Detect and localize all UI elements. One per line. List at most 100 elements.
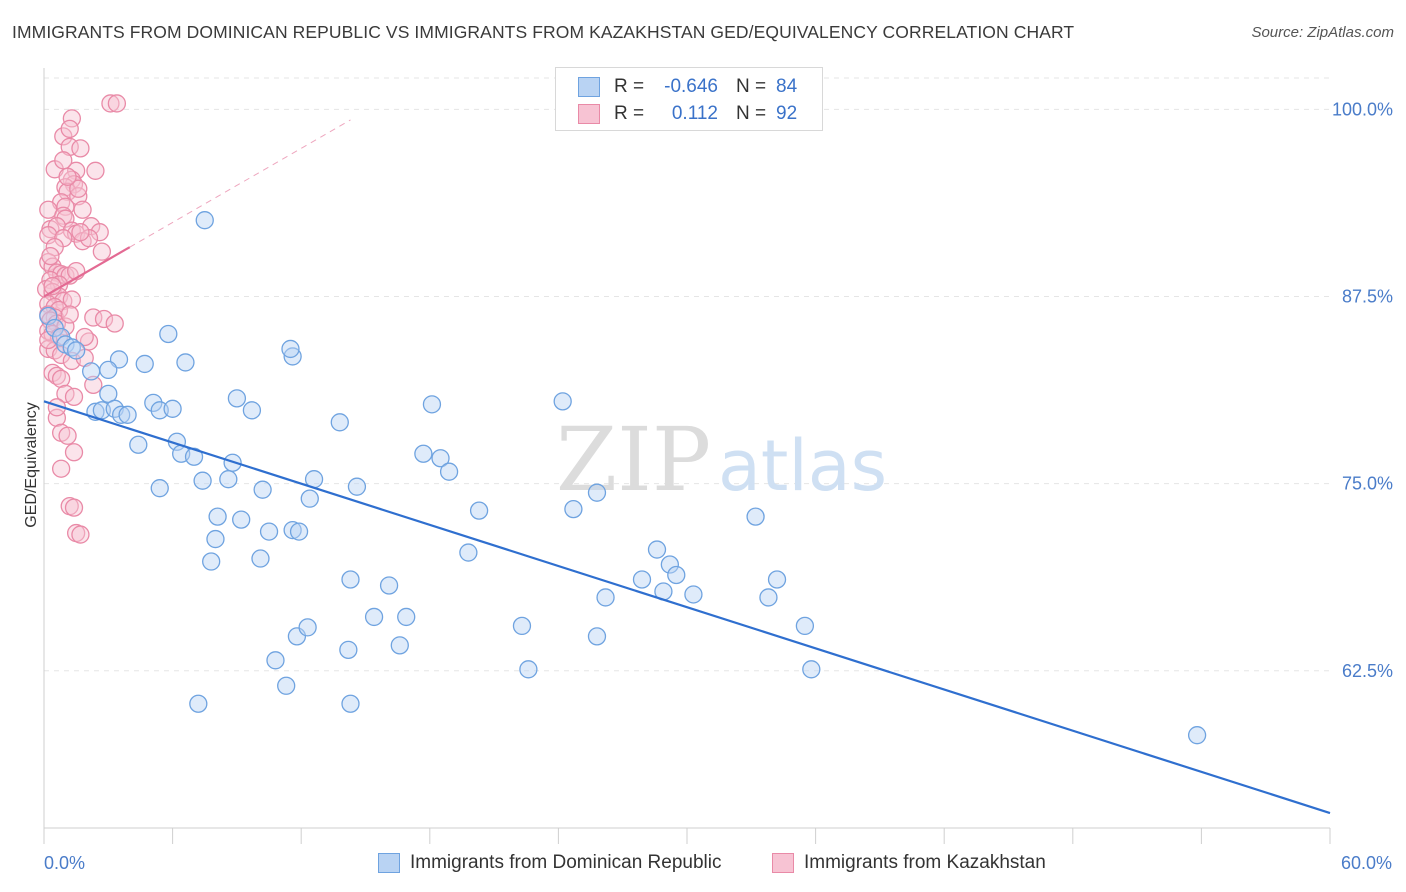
y-tick-label-1: 87.5% bbox=[1342, 287, 1393, 307]
dominican-point-67 bbox=[596, 588, 615, 607]
dominican-point-38 bbox=[283, 520, 302, 540]
dominican-point-49 bbox=[266, 651, 285, 670]
kazakhstan-point-64 bbox=[84, 375, 103, 395]
kazakhstan-point-83 bbox=[58, 167, 77, 186]
dominican-point-72 bbox=[667, 565, 686, 585]
watermark-atlas: atlas bbox=[718, 425, 887, 507]
legend-swatch-blue bbox=[578, 77, 600, 97]
kazakhstan-point-51 bbox=[105, 314, 124, 333]
kazakhstan-point-4 bbox=[60, 119, 79, 139]
kazakhstan-point-69 bbox=[58, 426, 77, 445]
dominican-point-15 bbox=[112, 405, 131, 424]
series-swatch-pink bbox=[772, 853, 794, 873]
kazakhstan-point-40 bbox=[62, 290, 82, 309]
dominican-point-30 bbox=[242, 401, 262, 420]
dominican-points bbox=[39, 211, 1207, 745]
series-legend-kazakhstan: Immigrants from Kazakhstan bbox=[772, 852, 1046, 874]
kazakhstan-point-73 bbox=[64, 498, 84, 517]
dominican-point-16 bbox=[118, 405, 137, 424]
dominican-trend-line bbox=[43, 400, 1331, 815]
dominican-point-69 bbox=[632, 570, 652, 589]
legend-r-label: R = bbox=[614, 76, 645, 97]
series-swatch-blue bbox=[378, 853, 400, 873]
legend-r-label: R = bbox=[614, 103, 645, 124]
legend-swatch-pink bbox=[578, 104, 600, 124]
dominican-point-82 bbox=[341, 694, 360, 713]
kazakhstan-point-88 bbox=[92, 242, 112, 261]
dominican-point-9 bbox=[159, 324, 178, 344]
dominican-point-20 bbox=[163, 399, 182, 418]
dominican-point-32 bbox=[251, 549, 270, 568]
dominican-point-46 bbox=[341, 570, 360, 589]
dominican-point-59 bbox=[439, 462, 459, 481]
dominican-point-74 bbox=[684, 585, 703, 604]
dominican-point-34 bbox=[206, 529, 225, 549]
kazakhstan-point-66 bbox=[64, 387, 84, 407]
x-tick-label-1: 60.0% bbox=[1341, 853, 1392, 873]
dominican-point-79 bbox=[802, 660, 821, 679]
dominican-point-71 bbox=[660, 555, 680, 574]
dominican-point-77 bbox=[767, 570, 787, 589]
kazakhstan-trend-extension bbox=[129, 119, 351, 248]
dominican-point-78 bbox=[795, 616, 815, 636]
dominican-point-83 bbox=[99, 360, 118, 380]
kazakhstan-point-71 bbox=[51, 459, 71, 478]
trend-lines bbox=[43, 119, 1331, 815]
dominican-point-50 bbox=[277, 676, 296, 695]
dominican-point-33 bbox=[202, 552, 221, 571]
watermark-zip: ZIP bbox=[556, 408, 711, 511]
kazakhstan-point-50 bbox=[94, 309, 114, 329]
kazakhstan-point-11 bbox=[58, 182, 77, 201]
series-legend-label: Immigrants from Kazakhstan bbox=[804, 852, 1046, 873]
legend-n-label: N = bbox=[736, 103, 767, 124]
kazakhstan-point-86 bbox=[75, 327, 94, 347]
dominican-point-53 bbox=[379, 576, 399, 595]
y-tick-label-3: 62.5% bbox=[1342, 661, 1393, 681]
dominican-point-54 bbox=[390, 636, 409, 655]
dominican-point-5 bbox=[67, 341, 86, 360]
dominican-point-18 bbox=[144, 393, 163, 412]
dominican-point-10 bbox=[176, 353, 195, 372]
dominican-point-64 bbox=[553, 392, 572, 411]
dominican-point-25 bbox=[193, 471, 212, 490]
dominican-point-63 bbox=[512, 616, 532, 636]
series-legend-label: Immigrants from Dominican Republic bbox=[410, 852, 722, 873]
legend-row-kazakhstan: R = 0.112 N = 92 bbox=[578, 101, 797, 127]
legend-r-value: -0.646 bbox=[664, 76, 718, 97]
kazakhstan-point-1 bbox=[107, 94, 127, 113]
kazakhstan-point-82 bbox=[54, 151, 73, 170]
dominican-point-52 bbox=[364, 607, 384, 627]
dominican-point-80 bbox=[1187, 726, 1207, 745]
kazakhstan-point-80 bbox=[41, 246, 60, 266]
kazakhstan-point-0 bbox=[101, 94, 120, 113]
dominican-point-8 bbox=[135, 354, 154, 374]
axes bbox=[43, 68, 1331, 844]
dominican-point-42 bbox=[300, 489, 319, 508]
source-credit: Source: ZipAtlas.com bbox=[1251, 24, 1394, 41]
dominican-point-51 bbox=[339, 640, 358, 660]
series-legend-dominican: Immigrants from Dominican Republic bbox=[378, 852, 722, 874]
y-tick-label-0: 100.0% bbox=[1332, 99, 1393, 119]
kazakhstan-point-91 bbox=[71, 223, 90, 242]
dominican-point-44 bbox=[330, 413, 349, 432]
dominican-point-27 bbox=[219, 470, 238, 489]
dominican-point-70 bbox=[647, 540, 667, 559]
kazakhstan-point-75 bbox=[71, 525, 90, 544]
dominican-point-60 bbox=[469, 501, 489, 520]
dominican-point-39 bbox=[289, 522, 309, 541]
y-tick-label-2: 75.0% bbox=[1342, 474, 1393, 494]
stats-legend: R = -0.646 N = 84 R = 0.112 N = 92 bbox=[555, 67, 823, 131]
dominican-point-56 bbox=[422, 395, 442, 414]
kazakhstan-point-67 bbox=[47, 408, 67, 427]
dominican-point-48 bbox=[298, 618, 317, 637]
kazakhstan-point-79 bbox=[73, 200, 92, 219]
dominican-point-76 bbox=[759, 588, 778, 607]
dominican-point-55 bbox=[397, 607, 416, 627]
dominican-point-17 bbox=[129, 435, 148, 454]
dominican-point-58 bbox=[431, 449, 450, 468]
dominican-point-65 bbox=[564, 499, 583, 519]
dominican-point-61 bbox=[459, 543, 478, 562]
dominican-point-35 bbox=[208, 507, 227, 526]
dominican-point-66 bbox=[587, 483, 607, 502]
dominican-point-31 bbox=[253, 480, 272, 499]
